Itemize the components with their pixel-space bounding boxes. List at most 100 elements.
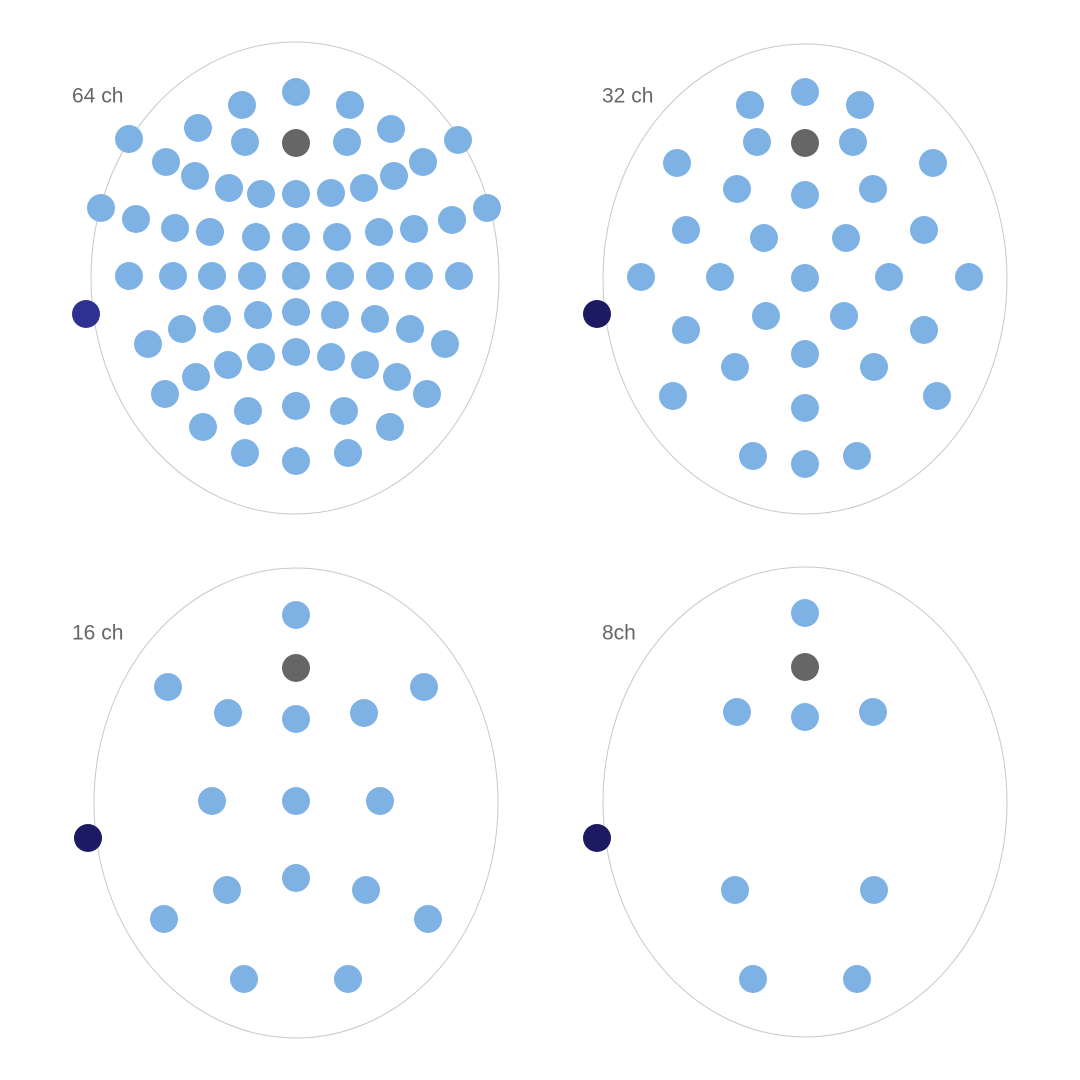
electrode (791, 181, 819, 209)
electrode (791, 264, 819, 292)
electrode (859, 698, 887, 726)
electrode (333, 128, 361, 156)
electrode (282, 298, 310, 326)
electrode (846, 91, 874, 119)
electrode (409, 148, 437, 176)
electrode (910, 216, 938, 244)
electrode (706, 263, 734, 291)
electrode (238, 262, 266, 290)
electrode (414, 905, 442, 933)
electrode (875, 263, 903, 291)
electrode (791, 450, 819, 478)
electrode (213, 876, 241, 904)
electrode (843, 965, 871, 993)
electrode (438, 206, 466, 234)
electrode (323, 223, 351, 251)
electrode (410, 673, 438, 701)
electrode (150, 905, 178, 933)
electrode (282, 705, 310, 733)
electrode (244, 301, 272, 329)
electrode (659, 382, 687, 410)
electrode (87, 194, 115, 222)
electrode (843, 442, 871, 470)
head-outline (93, 567, 499, 1039)
electrode (242, 223, 270, 251)
electrode (161, 214, 189, 242)
electrode (247, 343, 275, 371)
electrode (282, 601, 310, 629)
electrode (791, 78, 819, 106)
electrode (151, 380, 179, 408)
electrode (152, 148, 180, 176)
electrode (214, 699, 242, 727)
ground-electrode (583, 300, 611, 328)
electrode (910, 316, 938, 344)
electrode (955, 263, 983, 291)
electrode (228, 91, 256, 119)
electrode (182, 363, 210, 391)
ground-electrode (583, 824, 611, 852)
panel-label: 32 ch (602, 85, 653, 108)
electrode (672, 216, 700, 244)
electrode (743, 128, 771, 156)
electrode (352, 876, 380, 904)
panel-label: 16 ch (72, 622, 123, 645)
electrode (830, 302, 858, 330)
electrode (282, 78, 310, 106)
electrode (134, 330, 162, 358)
electrode (247, 180, 275, 208)
electrode (366, 787, 394, 815)
electrode (231, 439, 259, 467)
ground-electrode (72, 300, 100, 328)
electrode (739, 442, 767, 470)
electrode (791, 394, 819, 422)
electrode (383, 363, 411, 391)
electrode (334, 965, 362, 993)
electrode (444, 126, 472, 154)
electrode (198, 262, 226, 290)
electrode (154, 673, 182, 701)
electrode (923, 382, 951, 410)
electrode (445, 262, 473, 290)
electrode (400, 215, 428, 243)
electrode (317, 343, 345, 371)
electrode (413, 380, 441, 408)
electrode (860, 876, 888, 904)
head-outline (602, 566, 1008, 1038)
electrode (181, 162, 209, 190)
electrode (231, 128, 259, 156)
reference-electrode (791, 653, 819, 681)
electrode (115, 125, 143, 153)
electrode (282, 864, 310, 892)
electrode (317, 179, 345, 207)
electrode (405, 262, 433, 290)
electrode (203, 305, 231, 333)
electrode (321, 301, 349, 329)
electrode (723, 698, 751, 726)
electrode (282, 392, 310, 420)
electrode (326, 262, 354, 290)
electrode (721, 353, 749, 381)
electrode (663, 149, 691, 177)
panel-label: 8ch (602, 622, 636, 645)
electrode (365, 218, 393, 246)
electrode (791, 599, 819, 627)
electrode (750, 224, 778, 252)
electrode (168, 315, 196, 343)
electrode (380, 162, 408, 190)
electrode (282, 223, 310, 251)
head-outline (602, 43, 1008, 515)
electrode (282, 180, 310, 208)
head-outline (90, 41, 500, 515)
electrode (859, 175, 887, 203)
electrode (122, 205, 150, 233)
electrode (350, 174, 378, 202)
electrode (832, 224, 860, 252)
ground-electrode (74, 824, 102, 852)
reference-electrode (282, 654, 310, 682)
electrode (736, 91, 764, 119)
electrode (839, 128, 867, 156)
electrode (396, 315, 424, 343)
